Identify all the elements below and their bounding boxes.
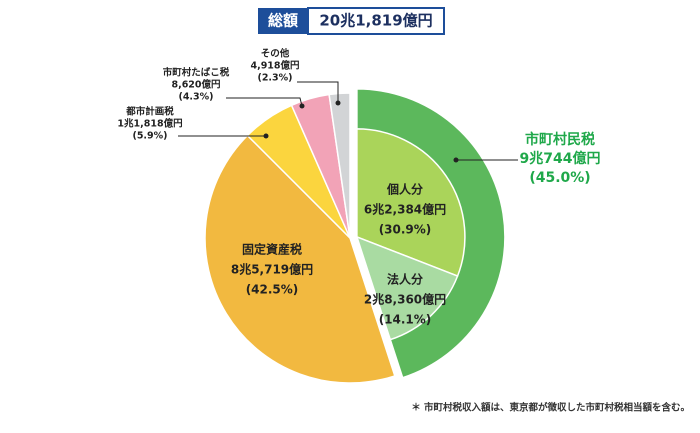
header-total: 20兆1,819億円 — [319, 12, 432, 30]
leader-dot — [263, 133, 269, 139]
slice-label: 1兆1,818億円 — [117, 118, 182, 130]
leader-dot — [335, 100, 341, 106]
slice-label: その他 — [261, 48, 290, 60]
pie-slice — [328, 92, 351, 239]
header-label-box — [258, 8, 308, 34]
footnote: ＊ 市町村税収入額は、東京都が徴収した市町村税相当額を含む。 — [411, 402, 690, 414]
leader-dot — [299, 103, 305, 109]
inner-label: 法人分 — [387, 272, 423, 287]
slice-label: (2.3%) — [257, 73, 292, 84]
slice-label: 8兆5,719億円 — [231, 262, 313, 277]
slice-label: 市町村たばこ税 — [163, 67, 230, 79]
inner-label: (30.9%) — [379, 223, 432, 237]
slice-label: 9兆744億円 — [520, 150, 601, 167]
leader-line — [297, 81, 339, 103]
header-label: 総額 — [268, 12, 298, 30]
slice-label: 固定資産税 — [242, 242, 302, 257]
header-total-box — [307, 7, 445, 35]
slice-label: (5.9%) — [132, 131, 167, 142]
inner-slice — [355, 235, 459, 341]
inner-label: (14.1%) — [379, 313, 432, 327]
slice-label: 市町村民税 — [525, 131, 595, 148]
pie-slice — [204, 134, 396, 384]
leader-dot — [453, 157, 459, 163]
inner-slice — [356, 128, 466, 278]
inner-label: 個人分 — [386, 182, 423, 197]
leader-line — [226, 97, 303, 107]
slice-label: (42.5%) — [246, 283, 299, 297]
slice-label: 4,918億円 — [250, 60, 299, 72]
slice-label: (4.3%) — [178, 92, 213, 103]
inner-label: 2兆8,360億円 — [364, 292, 446, 307]
slice-label: 8,620億円 — [171, 79, 220, 91]
slice-label: 都市計画税 — [125, 106, 174, 118]
slice-label: (45.0%) — [529, 170, 590, 186]
inner-label: 6兆2,384億円 — [364, 202, 446, 217]
